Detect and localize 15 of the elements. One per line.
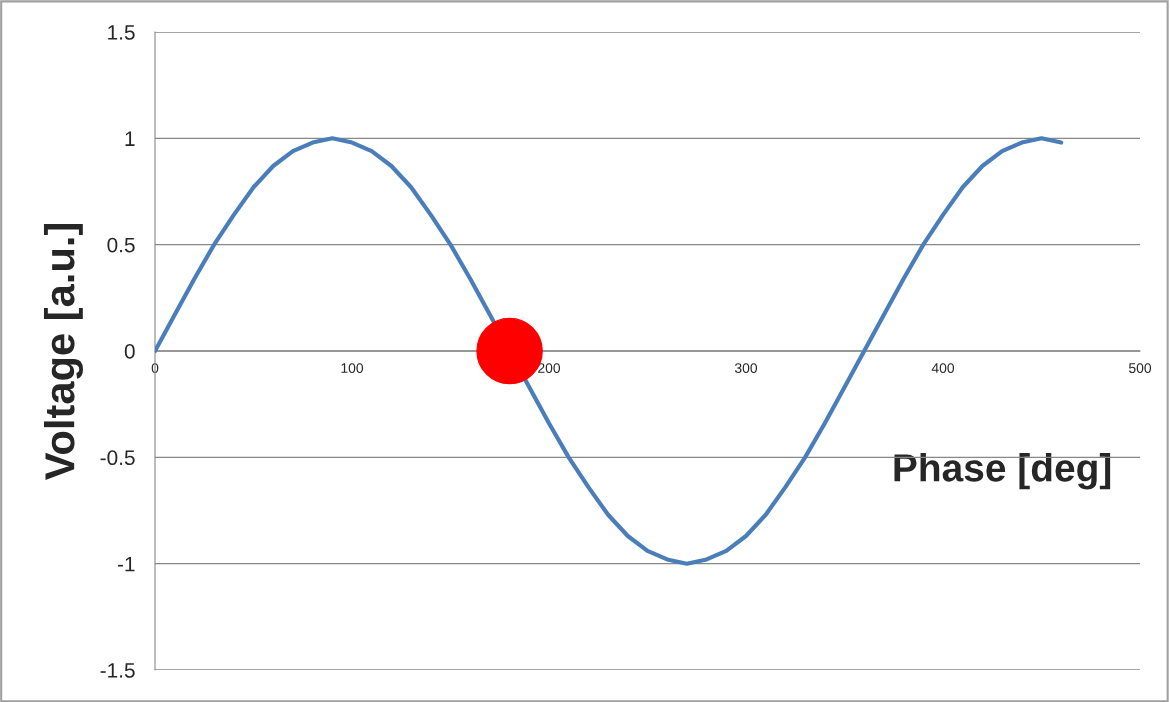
y-tick-label: 0.5 [107, 237, 135, 253]
y-tick-label: -1 [117, 556, 135, 572]
x-tick-label: 0 [151, 363, 159, 374]
x-axis-title: Phase [deg] [894, 453, 1111, 490]
x-tick-label: 500 [1128, 363, 1152, 374]
y-tick-label: -0.5 [100, 450, 135, 466]
y-axis-title: Voltage [a.u.] [43, 224, 83, 480]
y-tick-label: -1.5 [100, 663, 135, 678]
x-tick-label: 300 [734, 363, 758, 374]
y-tick-label: 1.5 [108, 25, 135, 40]
x-tick-label: 100 [341, 363, 364, 374]
x-tick-label: 200 [538, 363, 561, 374]
x-tick-label: 400 [931, 363, 955, 374]
y-tick-label: 1 [125, 131, 135, 146]
y-tick-label: 0 [124, 344, 135, 359]
